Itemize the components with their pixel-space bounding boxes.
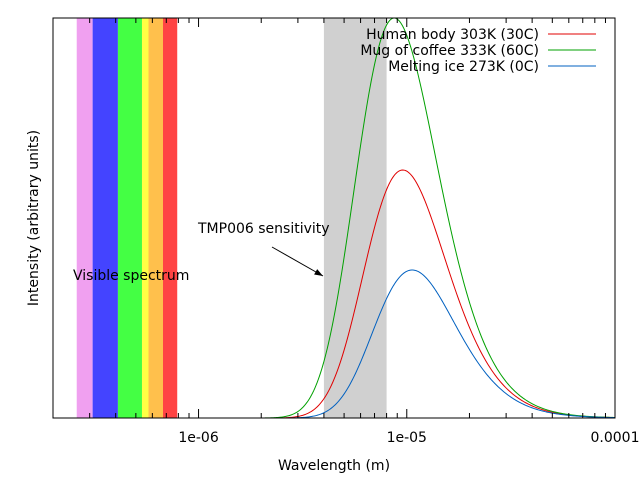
x-tick-label-0: 1e-06: [178, 430, 218, 446]
legend-label-2: Melting ice 273K (0C): [388, 59, 539, 75]
shaded-bands: [76, 18, 387, 418]
visible-band-3: [141, 18, 149, 418]
y-axis-label: Intensity (arbitrary units): [26, 130, 42, 306]
visible-band-5: [163, 18, 178, 418]
legend-label-0: Human body 303K (30C): [366, 27, 539, 43]
visible-spectrum-label: Visible spectrum: [73, 268, 189, 284]
x-tick-label-2: 0.0001: [591, 430, 640, 446]
tmp006-arrow: [271, 246, 324, 277]
x-ticks: 1e-06 1e-05 0.0001: [52, 18, 640, 446]
x-tick-label-1: 1e-05: [387, 430, 427, 446]
x-axis-label: Wavelength (m): [278, 458, 390, 474]
plot-frame: [52, 17, 616, 419]
visible-band-2: [117, 18, 142, 418]
visible-band-1: [92, 18, 118, 418]
tmp006-band: [323, 18, 387, 418]
tmp006-sensitivity-label: TMP006 sensitivity: [197, 221, 330, 237]
visible-band-4: [148, 18, 164, 418]
legend: Human body 303K (30C)Mug of coffee 333K …: [360, 27, 596, 75]
tmp006-arrowhead: [314, 269, 323, 276]
legend-label-1: Mug of coffee 333K (60C): [360, 43, 539, 59]
visible-band-0: [76, 18, 93, 418]
